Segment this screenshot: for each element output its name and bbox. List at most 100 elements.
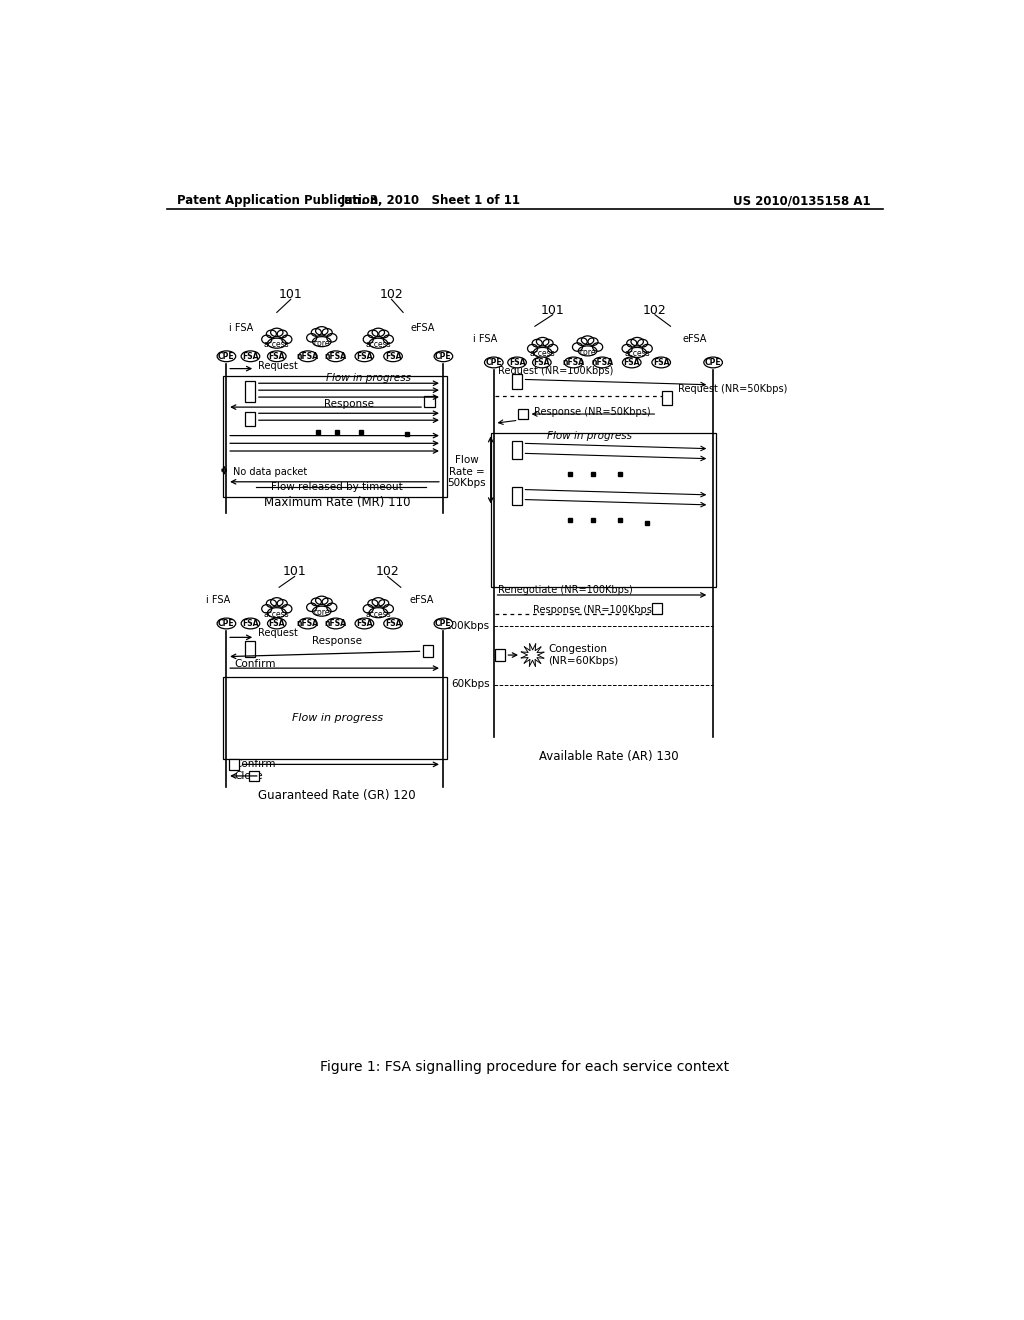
- Bar: [512, 441, 522, 459]
- Bar: [222, 677, 447, 759]
- Ellipse shape: [306, 603, 316, 611]
- Text: Response: Response: [324, 399, 374, 409]
- Ellipse shape: [267, 618, 286, 628]
- Ellipse shape: [588, 338, 598, 346]
- Text: FSA: FSA: [268, 352, 285, 360]
- Bar: [246, 412, 255, 426]
- Text: access: access: [264, 341, 290, 350]
- Bar: [222, 376, 447, 498]
- Ellipse shape: [364, 605, 374, 612]
- Text: eFSA: eFSA: [682, 334, 707, 345]
- Text: CPE: CPE: [485, 358, 502, 367]
- Text: Congestion
(NR=60Kbps): Congestion (NR=60Kbps): [548, 644, 618, 665]
- Ellipse shape: [593, 358, 611, 368]
- Text: No data packet: No data packet: [232, 467, 307, 477]
- Ellipse shape: [315, 326, 328, 335]
- Text: CPE: CPE: [435, 619, 452, 628]
- Text: access: access: [529, 350, 555, 359]
- Text: Request (NR=50Kbps): Request (NR=50Kbps): [678, 384, 787, 395]
- Text: nFSA: nFSA: [297, 352, 318, 360]
- Text: FSA: FSA: [356, 352, 373, 360]
- Ellipse shape: [508, 358, 526, 368]
- Text: 101: 101: [283, 565, 306, 578]
- Text: Request: Request: [258, 628, 298, 639]
- Text: i FSA: i FSA: [228, 323, 253, 333]
- Ellipse shape: [578, 338, 587, 346]
- Ellipse shape: [299, 351, 317, 362]
- Ellipse shape: [267, 338, 286, 348]
- Text: CPE: CPE: [435, 352, 452, 360]
- Bar: [518, 409, 528, 420]
- Ellipse shape: [262, 335, 271, 343]
- Text: CPE: CPE: [218, 352, 234, 360]
- Text: FSA: FSA: [356, 619, 373, 628]
- Ellipse shape: [622, 345, 632, 352]
- Text: US 2010/0135158 A1: US 2010/0135158 A1: [733, 194, 871, 207]
- Text: Patent Application Publication: Patent Application Publication: [177, 194, 378, 207]
- Ellipse shape: [627, 339, 637, 347]
- Ellipse shape: [623, 358, 641, 368]
- Text: 100Kbps: 100Kbps: [444, 620, 489, 631]
- Bar: [495, 649, 506, 661]
- Text: FSA: FSA: [385, 352, 401, 360]
- Ellipse shape: [327, 334, 337, 342]
- Text: Response (NR=50Kbps): Response (NR=50Kbps): [535, 407, 650, 417]
- Text: 60Kbps: 60Kbps: [452, 678, 489, 689]
- Text: FSA: FSA: [268, 619, 285, 628]
- Ellipse shape: [638, 339, 647, 347]
- Ellipse shape: [299, 618, 317, 628]
- Bar: [246, 642, 255, 656]
- Bar: [663, 391, 673, 405]
- Text: FSA: FSA: [385, 619, 401, 628]
- Ellipse shape: [267, 607, 286, 618]
- Text: Maximum Rate (MR) 110: Maximum Rate (MR) 110: [264, 496, 411, 510]
- Text: Response (NR=100Kbps): Response (NR=100Kbps): [532, 606, 655, 615]
- Text: FSA: FSA: [624, 358, 640, 367]
- Ellipse shape: [582, 335, 594, 345]
- Ellipse shape: [379, 599, 389, 607]
- Ellipse shape: [631, 338, 643, 346]
- Text: Guaranteed Rate (GR) 120: Guaranteed Rate (GR) 120: [258, 788, 416, 801]
- Text: access: access: [366, 610, 391, 619]
- Bar: [423, 645, 433, 657]
- Bar: [424, 396, 434, 407]
- Ellipse shape: [537, 338, 549, 346]
- Ellipse shape: [266, 330, 276, 338]
- Ellipse shape: [241, 351, 260, 362]
- Ellipse shape: [327, 618, 345, 628]
- Ellipse shape: [527, 345, 538, 352]
- Ellipse shape: [217, 618, 236, 628]
- Text: 101: 101: [279, 288, 303, 301]
- Ellipse shape: [652, 358, 671, 368]
- Text: Flow
Rate =
50Kbps: Flow Rate = 50Kbps: [447, 455, 486, 488]
- Ellipse shape: [434, 618, 453, 628]
- Text: nFSA: nFSA: [591, 358, 613, 367]
- Text: FSA: FSA: [509, 358, 525, 367]
- Ellipse shape: [703, 358, 722, 368]
- Bar: [246, 381, 255, 403]
- Text: FSA: FSA: [243, 619, 259, 628]
- Ellipse shape: [548, 345, 558, 352]
- Text: Confirm: Confirm: [234, 659, 275, 668]
- Text: nFSA: nFSA: [562, 358, 585, 367]
- Ellipse shape: [379, 330, 389, 338]
- Ellipse shape: [355, 618, 374, 628]
- Bar: [652, 603, 663, 614]
- Text: 102: 102: [376, 565, 399, 578]
- Ellipse shape: [323, 329, 332, 337]
- Ellipse shape: [384, 618, 402, 628]
- Ellipse shape: [383, 335, 393, 343]
- Text: eFSA: eFSA: [410, 595, 434, 606]
- Text: core: core: [313, 609, 330, 618]
- Ellipse shape: [434, 351, 453, 362]
- Ellipse shape: [384, 351, 402, 362]
- Ellipse shape: [306, 334, 316, 342]
- Text: FSA: FSA: [534, 358, 550, 367]
- Ellipse shape: [270, 598, 283, 606]
- Ellipse shape: [372, 598, 385, 606]
- Bar: [229, 759, 240, 770]
- Ellipse shape: [282, 605, 292, 612]
- Text: Flow in progress: Flow in progress: [547, 430, 632, 441]
- Ellipse shape: [368, 599, 378, 607]
- Ellipse shape: [383, 605, 393, 612]
